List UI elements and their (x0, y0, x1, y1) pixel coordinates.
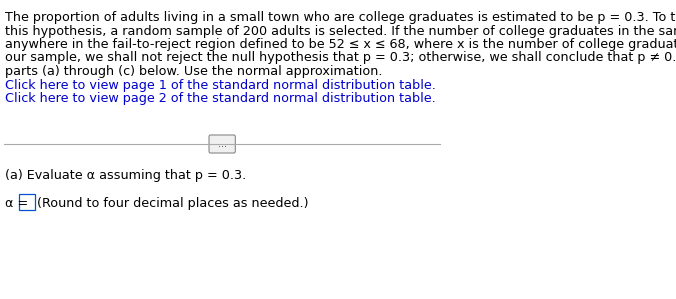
Text: (a) Evaluate α assuming that p = 0.3.: (a) Evaluate α assuming that p = 0.3. (5, 169, 247, 182)
FancyBboxPatch shape (209, 135, 235, 153)
Text: α =: α = (5, 197, 28, 210)
FancyBboxPatch shape (19, 194, 35, 210)
Text: Click here to view page 2 of the standard normal distribution table.: Click here to view page 2 of the standar… (5, 92, 436, 105)
Text: Click here to view page 1 of the standard normal distribution table.: Click here to view page 1 of the standar… (5, 79, 436, 91)
Text: (Round to four decimal places as needed.): (Round to four decimal places as needed.… (37, 197, 309, 210)
Text: this hypothesis, a random sample of 200 adults is selected. If the number of col: this hypothesis, a random sample of 200 … (5, 25, 676, 37)
Text: anywhere in the fail-to-reject region defined to be 52 ≤ x ≤ 68, where x is the : anywhere in the fail-to-reject region de… (5, 38, 676, 51)
Text: our sample, we shall not reject the null hypothesis that p = 0.3; otherwise, we : our sample, we shall not reject the null… (5, 51, 676, 65)
Text: parts (a) through (c) below. Use the normal approximation.: parts (a) through (c) below. Use the nor… (5, 65, 383, 78)
Text: ...: ... (218, 139, 226, 149)
Text: The proportion of adults living in a small town who are college graduates is est: The proportion of adults living in a sma… (5, 11, 676, 24)
